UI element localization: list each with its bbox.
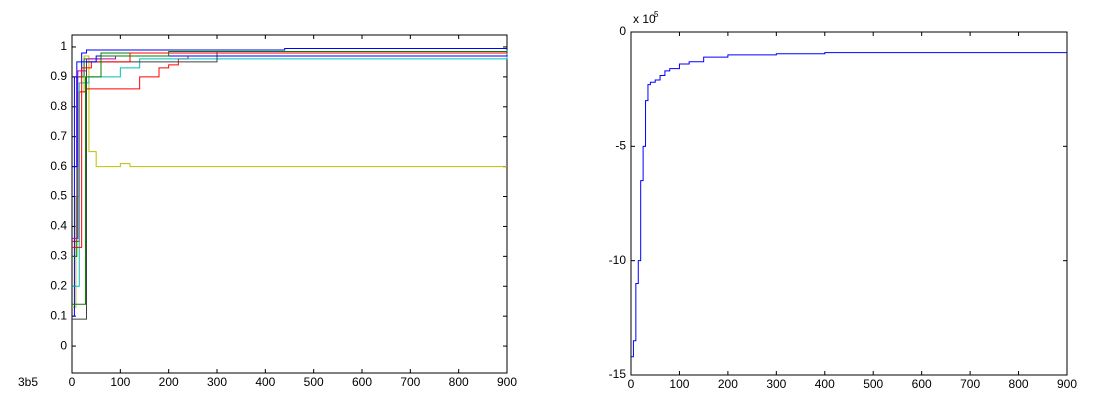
y-tick-label: 0.1	[50, 308, 67, 322]
figure-label: 3b5	[18, 375, 38, 389]
series-line	[72, 52, 507, 248]
x-tick-label: 200	[159, 375, 179, 389]
x-tick-label: 300	[207, 375, 227, 389]
axis-multiplier-exponent: 5	[654, 10, 659, 19]
x-tick-label: 700	[400, 375, 420, 389]
x-tick-label: 400	[815, 377, 835, 391]
x-tick-label: 600	[912, 377, 932, 391]
y-tick-label: 0.8	[50, 99, 67, 113]
series-line	[72, 55, 507, 308]
x-tick-label: 900	[497, 375, 517, 389]
y-tick-label: 1	[60, 39, 67, 53]
y-tick-label: 0.4	[50, 219, 67, 233]
x-tick-label: 0	[628, 377, 635, 391]
y-tick-label: 0	[619, 24, 626, 38]
x-tick-label: 500	[304, 375, 324, 389]
y-tick-label: 0.3	[50, 249, 67, 263]
x-tick-label: 600	[352, 375, 372, 389]
y-tick-label: 0.6	[50, 159, 67, 173]
series-line	[631, 52, 1067, 358]
series-line	[72, 54, 508, 168]
axis-multiplier: x 10	[633, 12, 656, 26]
y-tick-label: 0.7	[50, 129, 67, 143]
x-tick-label: 300	[766, 377, 786, 391]
x-tick-label: 800	[1009, 377, 1029, 391]
x-tick-label: 700	[960, 377, 980, 391]
x-tick-label: 0	[69, 375, 76, 389]
x-tick-label: 100	[110, 375, 130, 389]
x-tick-label: 500	[863, 377, 883, 391]
x-tick-label: 800	[449, 375, 469, 389]
y-tick-label: -15	[609, 367, 627, 381]
x-tick-label: 200	[718, 377, 738, 391]
plot-area	[630, 31, 1068, 376]
x-tick-label: 900	[1057, 377, 1077, 391]
y-tick-label: 0.2	[50, 278, 67, 292]
y-tick-label: -10	[609, 253, 627, 267]
series-line	[72, 52, 508, 287]
plot-area	[71, 34, 508, 374]
y-tick-label: -5	[615, 139, 626, 153]
series-line	[72, 47, 507, 317]
y-tick-label: 0	[60, 338, 67, 352]
x-tick-label: 100	[669, 377, 689, 391]
series-line	[72, 49, 508, 305]
y-tick-label: 0.5	[50, 189, 67, 203]
x-tick-label: 400	[255, 375, 275, 389]
y-tick-label: 0.9	[50, 69, 67, 83]
